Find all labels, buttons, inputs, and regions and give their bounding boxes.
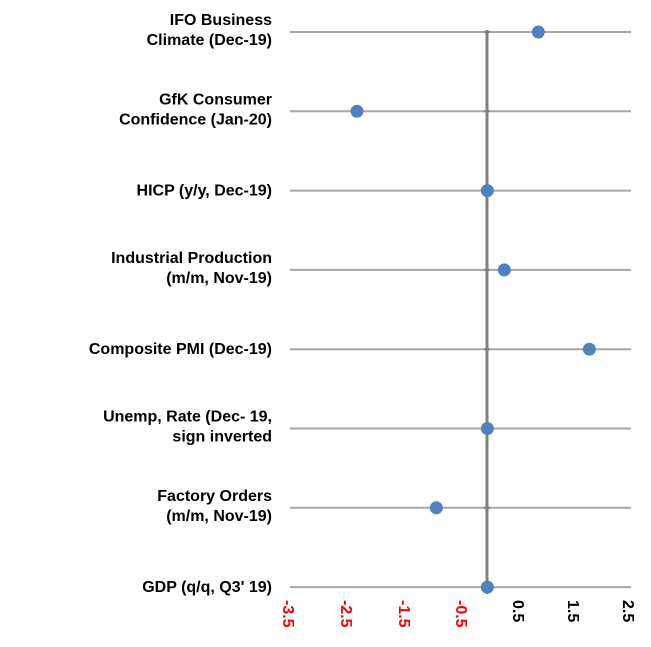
category-label-line: sign inverted <box>172 429 272 446</box>
data-point <box>531 25 545 39</box>
data-point <box>429 501 443 515</box>
x-tick-labels: -3.5 -2.5 -1.5 -0.5 0.5 1.5 2.5 <box>279 600 636 628</box>
x-tick-label: -3.5 <box>279 600 296 628</box>
x-tick-label: -0.5 <box>452 600 469 628</box>
category-label-line: (m/m, Nov-19) <box>166 270 272 287</box>
data-point <box>582 342 596 356</box>
category-label: IFO Business Climate (Dec-19) <box>147 12 272 49</box>
category-label-line: GfK Consumer <box>159 91 272 108</box>
zero-axis <box>484 30 490 594</box>
gridlines <box>290 31 631 589</box>
category-label: Composite PMI (Dec-19) <box>89 341 272 358</box>
x-tick-label: 1.5 <box>564 600 581 622</box>
data-point <box>497 263 511 277</box>
x-tick-label: 0.5 <box>509 600 526 622</box>
category-label: Industrial Production (m/m, Nov-19) <box>111 250 272 287</box>
data-point <box>480 184 494 198</box>
category-labels: IFO Business Climate (Dec-19) GfK Consumer… <box>89 12 272 596</box>
data-point <box>480 580 494 594</box>
data-point <box>480 422 494 435</box>
x-tick-label: 2.5 <box>619 600 636 622</box>
category-label-line: IFO Business <box>170 12 272 29</box>
category-label-line: Climate (Dec-19) <box>147 32 272 49</box>
category-label-line: Factory Orders <box>157 488 272 505</box>
x-tick-label: -2.5 <box>337 600 354 628</box>
category-label: GDP (q/q, Q3' 19) <box>142 579 272 596</box>
category-label: GfK Consumer Confidence (Jan-20) <box>119 91 272 128</box>
data-points <box>350 25 596 594</box>
category-label-line: GDP (q/q, Q3' 19) <box>142 579 272 596</box>
data-point <box>350 104 364 118</box>
category-label-line: Unemp, Rate (Dec- 19, <box>103 409 272 426</box>
category-label-line: (m/m, Nov-19) <box>166 508 272 525</box>
x-tick-label: -1.5 <box>395 600 412 628</box>
category-label-line: Confidence (Jan-20) <box>119 111 272 128</box>
category-label: Unemp, Rate (Dec- 19, sign inverted <box>103 409 272 446</box>
category-label-line: Industrial Production <box>111 250 272 267</box>
category-label-line: HICP (y/y, Dec-19) <box>137 183 272 200</box>
category-label: HICP (y/y, Dec-19) <box>137 183 272 200</box>
category-label-line: Composite PMI (Dec-19) <box>89 341 272 358</box>
category-label: Factory Orders (m/m, Nov-19) <box>157 488 272 525</box>
